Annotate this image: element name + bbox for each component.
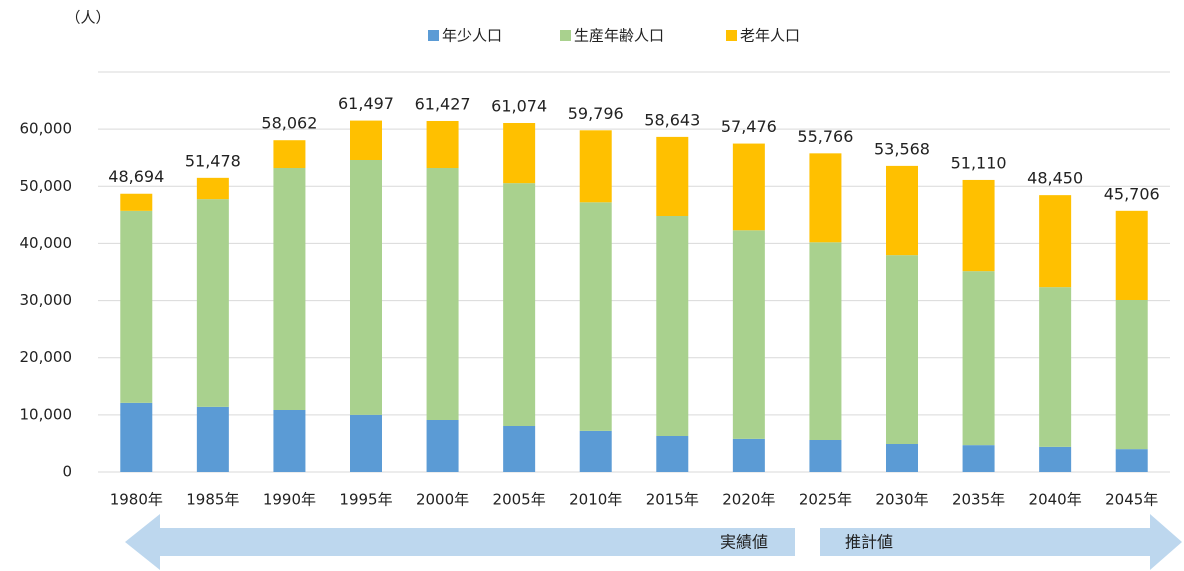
- bar-segment: [579, 130, 612, 203]
- x-tick-label: 2045年: [1105, 491, 1158, 509]
- x-tick-label: 2010年: [569, 491, 622, 509]
- actual-arrow: [125, 514, 795, 570]
- y-tick-label: 30,000: [20, 291, 73, 309]
- bar-segment: [503, 426, 536, 472]
- bar-segment: [732, 143, 765, 231]
- legend-label: 年少人口: [442, 27, 502, 45]
- y-tick-label: 50,000: [20, 177, 73, 195]
- bar-segment: [120, 193, 153, 211]
- total-label: 45,706: [1104, 184, 1160, 203]
- bar-segment: [196, 177, 229, 200]
- bar-segment: [1039, 195, 1072, 288]
- bar-segment: [809, 440, 842, 472]
- y-tick-label: 10,000: [20, 405, 73, 423]
- x-tick-label: 2005年: [493, 491, 546, 509]
- bar-segment: [120, 402, 153, 472]
- total-label: 48,450: [1027, 169, 1083, 188]
- y-tick-label: 40,000: [20, 234, 73, 252]
- bar-segment: [886, 255, 918, 444]
- bar-segment: [656, 216, 689, 436]
- total-label: 61,074: [491, 97, 547, 116]
- bar-segment: [1115, 449, 1148, 472]
- bar-segment: [656, 136, 689, 216]
- bar-segment: [962, 271, 995, 446]
- x-tick-label: 2000年: [416, 491, 469, 509]
- bar-segment: [426, 420, 459, 472]
- bar-segment: [273, 410, 306, 472]
- legend-swatch: [428, 30, 439, 41]
- bar-segment: [273, 140, 306, 168]
- bar-segment: [1115, 300, 1148, 450]
- x-tick-label: 2040年: [1029, 491, 1082, 509]
- y-tick-label: 0: [62, 463, 72, 481]
- bar-segment: [503, 123, 536, 184]
- bar-segment: [120, 210, 153, 403]
- total-label: 51,478: [185, 151, 241, 170]
- bar-segment: [962, 445, 995, 472]
- total-label: 58,062: [261, 114, 317, 133]
- total-label: 59,796: [568, 104, 624, 123]
- bar-segment: [196, 406, 229, 472]
- bar-segment: [350, 160, 382, 415]
- x-tick-label: 2035年: [952, 491, 1005, 509]
- legend-swatch: [726, 30, 737, 41]
- y-tick-label: 20,000: [20, 348, 73, 366]
- total-label: 58,643: [644, 110, 700, 129]
- x-tick-label: 2025年: [799, 491, 852, 509]
- bar-segment: [503, 183, 536, 426]
- y-tick-label: 60,000: [20, 120, 73, 138]
- bar-segment: [426, 120, 459, 168]
- bar-segment: [273, 168, 306, 410]
- legend-label: 生産年齢人口: [574, 27, 664, 45]
- total-label: 61,427: [415, 94, 471, 113]
- total-label: 55,766: [797, 127, 853, 146]
- unit-label: （人）: [65, 9, 110, 27]
- x-tick-label: 2020年: [722, 491, 775, 509]
- bar-segment: [1115, 210, 1148, 300]
- annotation: 推計値: [845, 533, 893, 552]
- bar-segment: [1039, 287, 1072, 447]
- bar-segment: [579, 430, 612, 472]
- bar-segment: [886, 444, 918, 472]
- bar-segment: [196, 199, 229, 407]
- total-label: 53,568: [874, 139, 930, 158]
- bar-segment: [732, 230, 765, 439]
- bar-segment: [732, 438, 765, 472]
- bar-segment: [886, 165, 918, 256]
- forecast-arrow: [820, 514, 1182, 570]
- total-label: 61,497: [338, 94, 394, 113]
- bar-segment: [809, 153, 842, 243]
- bar-segment: [426, 168, 459, 420]
- x-tick-label: 1985年: [186, 491, 239, 509]
- x-tick-label: 1995年: [339, 491, 392, 509]
- bar-segment: [350, 414, 382, 472]
- total-label: 51,110: [951, 153, 1007, 172]
- x-tick-label: 2015年: [646, 491, 699, 509]
- x-tick-label: 2030年: [875, 491, 928, 509]
- legend-label: 老年人口: [740, 27, 800, 45]
- total-label: 48,694: [108, 167, 164, 186]
- bar-segment: [809, 242, 842, 440]
- bar-segment: [656, 436, 689, 472]
- bar-segment: [350, 120, 382, 160]
- bar-segment: [962, 179, 995, 272]
- legend-swatch: [560, 30, 571, 41]
- x-tick-label: 1980年: [110, 491, 163, 509]
- total-label: 57,476: [721, 117, 777, 136]
- x-tick-label: 1990年: [263, 491, 316, 509]
- bar-segment: [1039, 446, 1072, 472]
- annotation: 実績値: [720, 533, 768, 552]
- bar-segment: [579, 202, 612, 431]
